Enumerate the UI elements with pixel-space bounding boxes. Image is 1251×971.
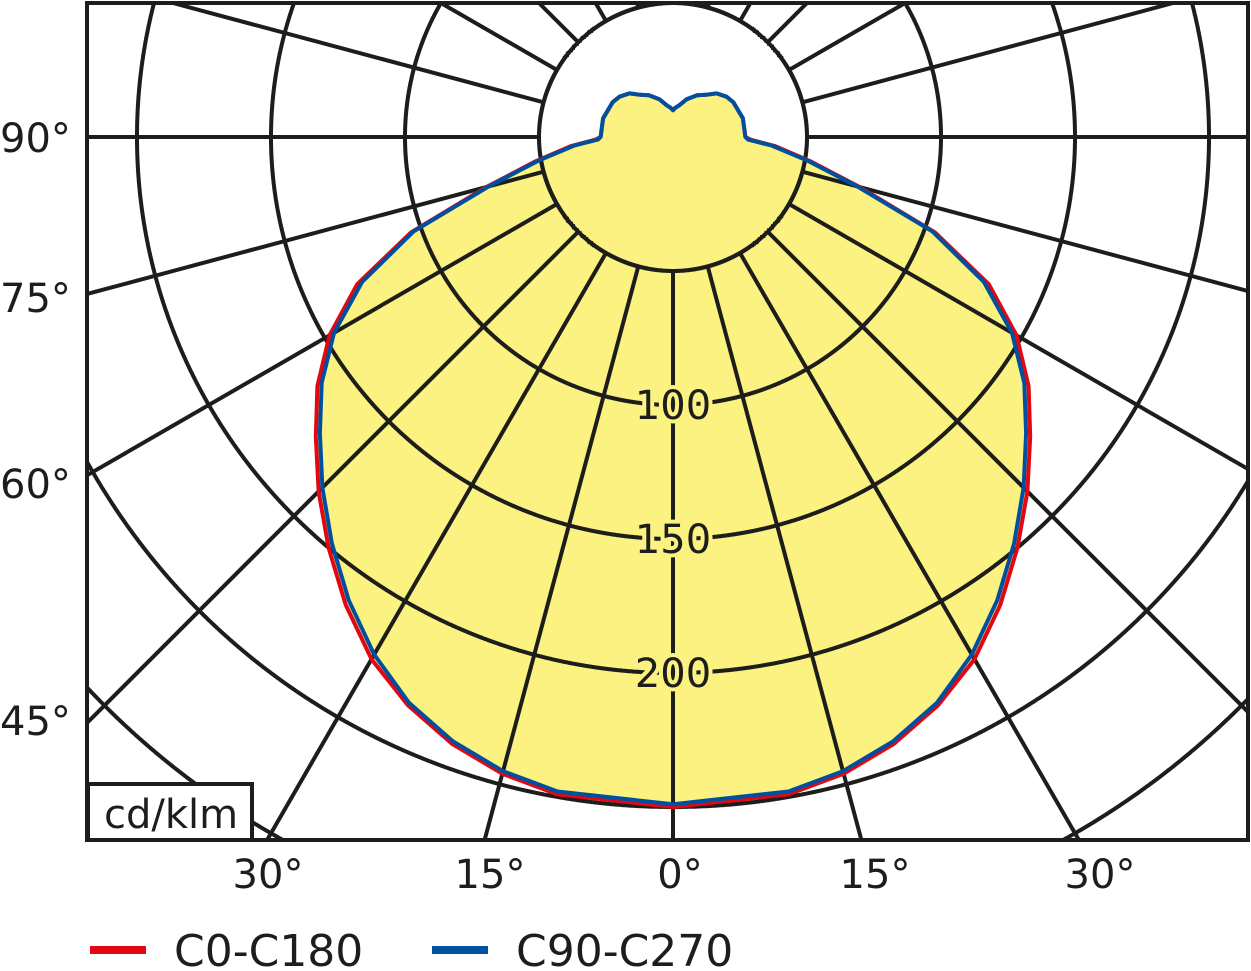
angle-label-left: 45° xyxy=(0,699,71,745)
angle-label-left: 75° xyxy=(0,276,71,322)
radial-gridline-15 xyxy=(705,265,864,840)
radial-gridline-105 xyxy=(801,3,1174,105)
radial-gridline-300 xyxy=(87,202,558,478)
circle-gridline-250 xyxy=(87,460,1248,809)
legend-label-c0-c180: C0-C180 xyxy=(174,926,363,971)
radial-tick-label: 100 xyxy=(635,383,711,429)
radial-gridline-120 xyxy=(788,3,907,72)
radial-gridline-210 xyxy=(593,3,608,23)
angle-label-bottom: 30° xyxy=(1065,852,1136,898)
angle-label-bottom: 15° xyxy=(840,852,911,898)
unit-box: cd/klm xyxy=(86,782,254,842)
unit-label: cd/klm xyxy=(104,792,238,838)
angle-label-left: 60° xyxy=(0,462,71,508)
angle-label-left: 90° xyxy=(0,116,71,162)
radial-gridline-240 xyxy=(439,3,558,72)
circle-gridline-100 xyxy=(403,3,943,407)
angle-label-bottom: 0° xyxy=(657,852,702,898)
circle-gridline-50 xyxy=(537,3,809,273)
radial-gridline-255 xyxy=(172,3,545,105)
circle-gridline-200 xyxy=(135,3,1211,675)
radial-gridline-45 xyxy=(766,230,1248,714)
angle-label-bottom: 15° xyxy=(455,852,526,898)
radial-gridline-150 xyxy=(738,3,753,23)
radial-gridline-225 xyxy=(537,3,580,44)
legend-label-c90-c270: C90-C270 xyxy=(516,926,733,971)
plot-area: 100 150 200 xyxy=(87,3,1248,840)
radial-tick-label: 150 xyxy=(635,517,711,563)
radial-tick-label: 200 xyxy=(635,651,711,697)
series-curve-C90-C270 xyxy=(317,91,1029,807)
plot-frame xyxy=(85,1,1250,842)
radial-gridline-330 xyxy=(265,252,608,840)
radial-gridline-345 xyxy=(482,265,641,840)
radial-gridline-135 xyxy=(766,3,809,44)
legend: C0-C180 C90-C270 xyxy=(90,926,733,971)
radial-gridline-30 xyxy=(738,252,1081,840)
radial-gridline-315 xyxy=(87,230,580,725)
radial-gridline-75 xyxy=(801,169,1248,294)
circle-gridline-150 xyxy=(269,3,1077,541)
radial-gridline-285 xyxy=(87,169,545,296)
angle-label-bottom: 30° xyxy=(233,852,304,898)
